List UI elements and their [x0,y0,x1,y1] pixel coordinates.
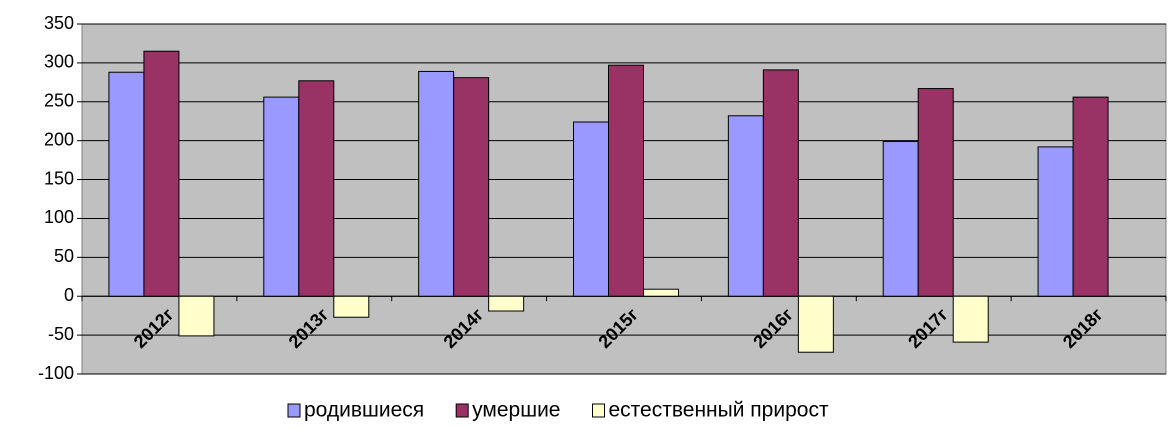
bar [762,69,799,297]
y-tick-label: 250 [44,91,74,111]
bar [333,295,370,318]
y-tick-label: 300 [44,52,74,72]
y-tick-label: -50 [48,324,74,344]
y-tick-label: 50 [54,246,74,266]
bar [418,70,455,297]
bar [1037,146,1074,297]
bar [263,96,300,297]
bar [608,64,644,297]
bar [453,77,490,297]
bar [178,295,215,337]
bar [727,115,764,297]
bar [298,80,335,297]
bar [917,88,954,297]
y-tick-label: 200 [44,129,74,149]
bar [882,140,919,297]
bar [643,288,679,297]
bar [1072,96,1109,297]
y-tick-label: 150 [44,168,74,188]
legend-label: умершие [472,399,560,422]
legend-swatch [592,403,605,418]
bar [573,121,609,297]
legend-label: естественный прирост [609,399,829,422]
bar [108,71,145,297]
y-tick-label: 0 [64,285,74,305]
bar [797,295,834,353]
legend-swatch [287,403,301,418]
legend-label: родившиеся [304,399,424,422]
bar [143,50,180,297]
bar [488,295,525,312]
bar [952,295,989,343]
y-tick-label: 100 [44,207,74,227]
y-tick-label: 350 [44,13,74,33]
legend-swatch [455,403,469,418]
y-tick-label: -100 [38,363,74,383]
